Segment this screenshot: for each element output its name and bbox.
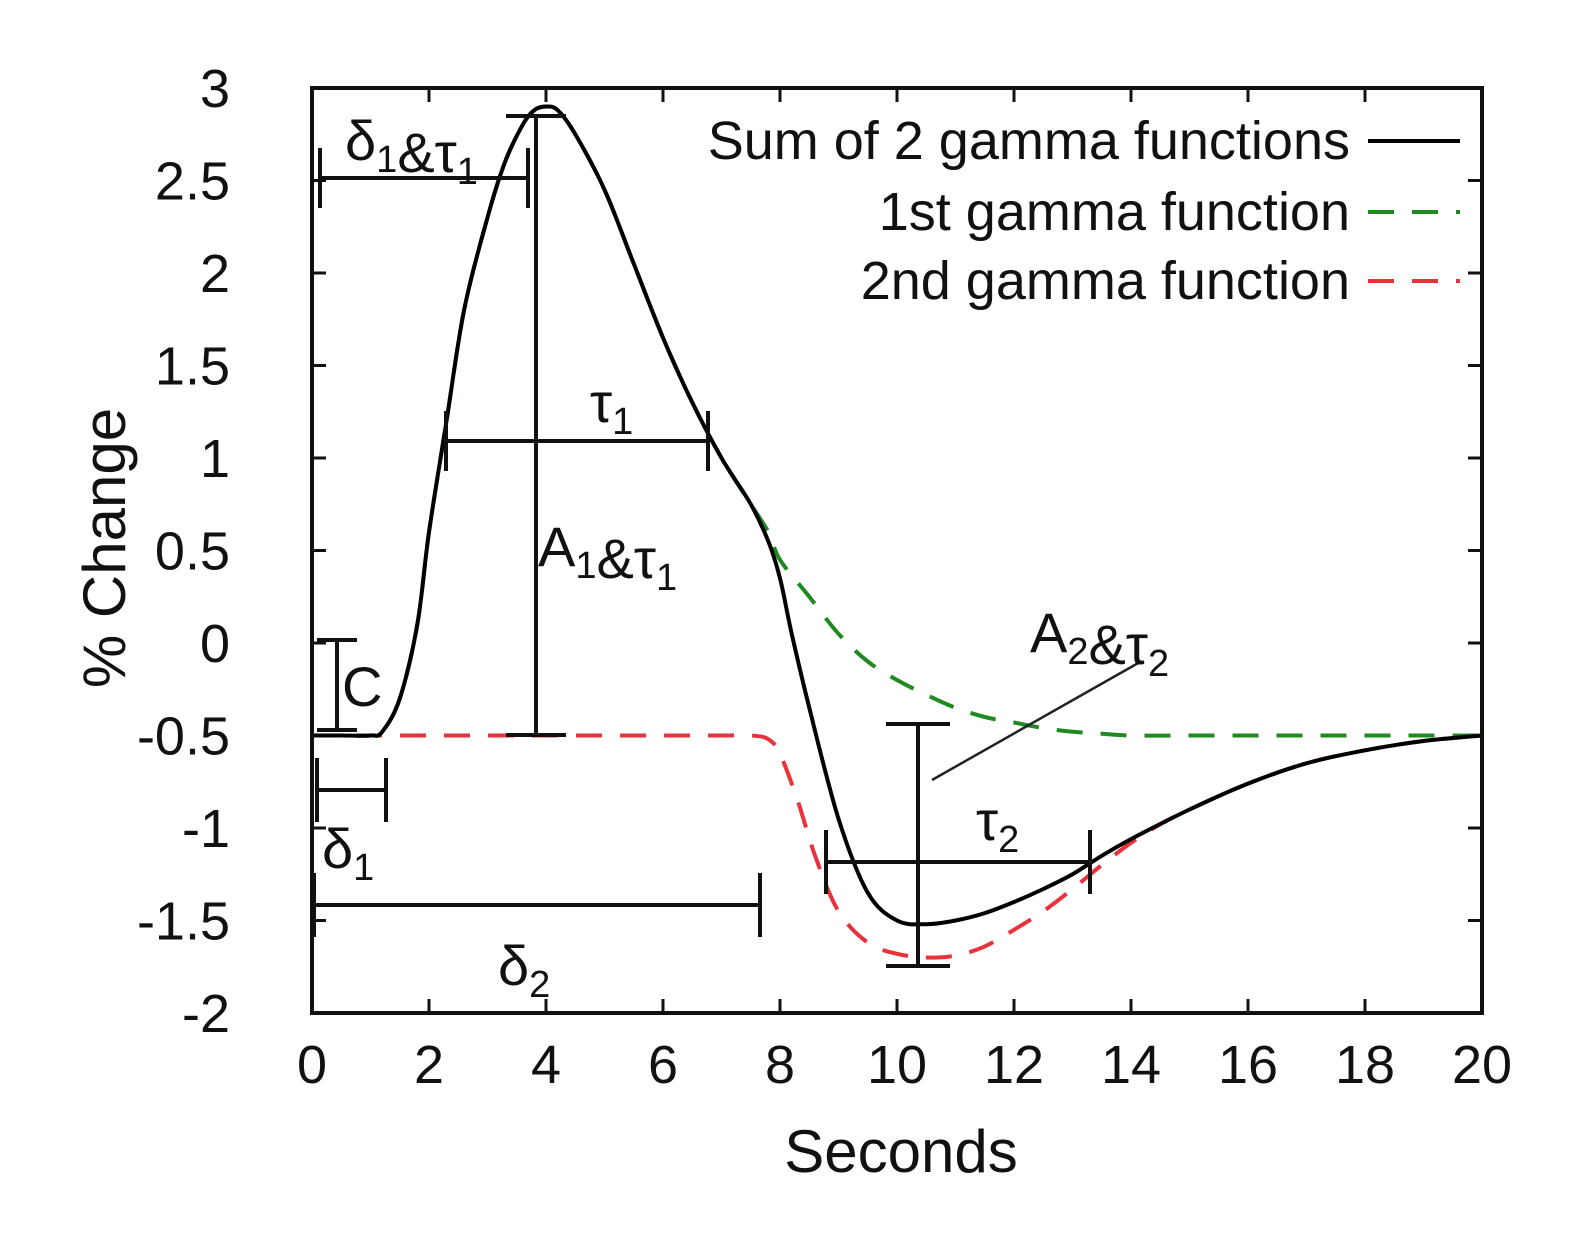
a2-tau2-pointer — [931, 660, 1141, 782]
x-tick-label-0: 0 — [297, 1035, 327, 1095]
y-tick-label-0: -2 — [182, 984, 230, 1044]
plot-frame — [310, 86, 1484, 1015]
y-tick-label-7: 1.5 — [155, 337, 230, 397]
annotation-a1t1: A1&τ1 — [538, 515, 677, 599]
y-tick-label-8: 2 — [200, 244, 230, 304]
x-tick-label-6: 12 — [984, 1035, 1044, 1095]
y-axis-label: % Change — [71, 408, 138, 688]
x-tick-label-1: 2 — [414, 1035, 444, 1095]
x-tick-label-3: 6 — [648, 1035, 678, 1095]
y-tick-label-4: 0 — [200, 614, 230, 674]
legend-label-1: 1st gamma function — [879, 182, 1350, 242]
annotation-d1t1: δ1&τ1 — [345, 109, 478, 193]
y-tick-label-6: 1 — [200, 429, 230, 489]
legend-label-0: Sum of 2 gamma functions — [708, 111, 1350, 171]
x-tick-label-9: 18 — [1335, 1035, 1395, 1095]
x-tick-label-7: 14 — [1101, 1035, 1161, 1095]
y-tick-label-2: -1 — [182, 799, 230, 859]
annotation-c: C — [342, 655, 382, 718]
x-tick-label-2: 4 — [531, 1035, 561, 1095]
x-tick-label-10: 20 — [1452, 1035, 1512, 1095]
y-tick-label-10: 3 — [200, 59, 230, 119]
y-tick-label-9: 2.5 — [155, 152, 230, 212]
y-tick-label-5: 0.5 — [155, 522, 230, 582]
legend: Sum of 2 gamma functions 1st gamma functi… — [708, 111, 1460, 311]
x-tick-label-8: 16 — [1218, 1035, 1278, 1095]
tick-labels: 0 2 4 6 8 10 12 14 16 18 20 -2 -1.5 -1 -0.5 0 0.5 1 1.5 2 2.… — [137, 59, 1512, 1095]
x-tick-label-5: 10 — [867, 1035, 927, 1095]
x-axis-label: Seconds — [784, 1118, 1018, 1185]
y-tick-label-3: -0.5 — [137, 707, 230, 767]
y-tick-label-1: -1.5 — [137, 892, 230, 952]
x-tick-label-4: 8 — [765, 1035, 795, 1095]
legend-label-2: 2nd gamma function — [861, 251, 1350, 311]
